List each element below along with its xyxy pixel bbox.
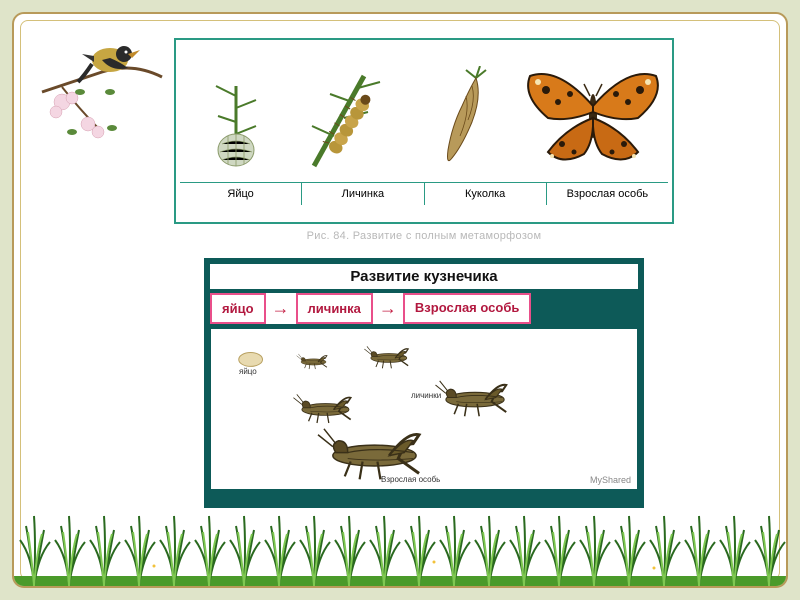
stage-adult (518, 56, 668, 176)
grasshopper-diagram: яйцо личинки Взрослая особь MyShared (210, 328, 638, 490)
inner-label-egg: яйцо (239, 367, 257, 376)
arrow-icon: → (266, 293, 296, 324)
label-egg: Яйцо (180, 183, 301, 205)
stage-labels: Яйцо Личинка Куколка Взрослая особь (180, 182, 668, 205)
bird-blossom-corner (32, 32, 182, 162)
grasshopper-title: Развитие кузнечика (210, 264, 638, 289)
inner-label-adult: Взрослая особь (381, 475, 440, 484)
label-larva: Личинка (301, 183, 423, 205)
decorative-frame: Яйцо Личинка Куколка Взрослая особь Рис.… (12, 12, 788, 588)
larva-icon (294, 66, 404, 176)
butterfly-icon (518, 56, 668, 176)
egg-icon (196, 66, 276, 176)
stage-larva (293, 66, 406, 176)
pupa-icon (422, 66, 502, 176)
grass-footer (14, 506, 788, 586)
inner-label-larvae: личинки (411, 391, 441, 400)
flow-step-egg: яйцо (210, 293, 266, 324)
grasshopper-panel: Развитие кузнечика яйцо → личинка → Взро… (204, 258, 644, 508)
butterfly-caption: Рис. 84. Развитие с полным метаморфозом (174, 230, 674, 242)
stage-pupa (405, 66, 518, 176)
label-pupa: Куколка (424, 183, 546, 205)
grasshopper-flow: яйцо → личинка → Взрослая особь (210, 293, 638, 324)
stage-egg (180, 66, 293, 176)
stage-row (180, 46, 668, 176)
arrow-icon: → (373, 293, 403, 324)
credit-label: MyShared (590, 475, 631, 485)
flow-step-larva: личинка (296, 293, 373, 324)
label-adult: Взрослая особь (546, 183, 668, 205)
butterfly-metamorphosis-panel: Яйцо Личинка Куколка Взрослая особь (174, 38, 674, 224)
flow-step-adult: Взрослая особь (403, 293, 531, 324)
